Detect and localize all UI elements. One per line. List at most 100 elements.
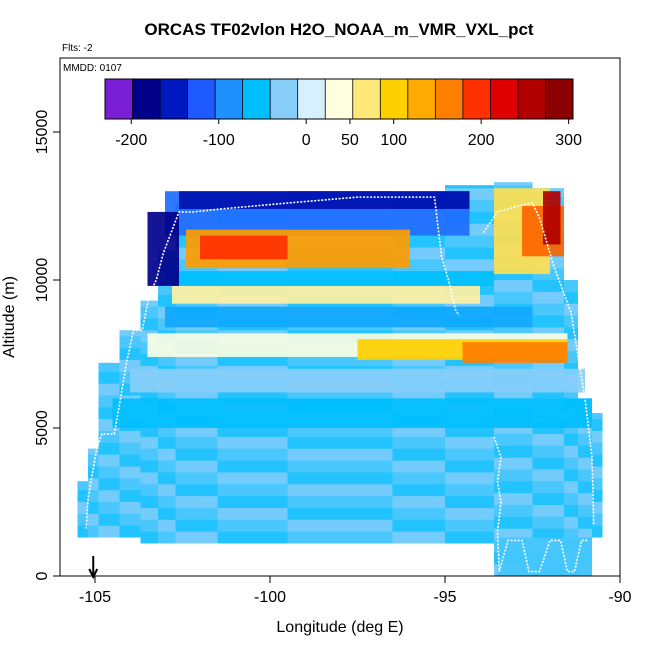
plot-frame (59, 57, 621, 577)
heatmap-cell (564, 291, 578, 304)
heatmap-cell (119, 454, 141, 467)
heatmap-cell (445, 496, 494, 508)
heatmap-cell (564, 339, 578, 352)
heatmap-cell (445, 472, 494, 485)
heatmap-cell (88, 502, 99, 514)
heatmap-cell (175, 519, 218, 532)
flight-track-line (493, 436, 589, 573)
heatmap-cell (532, 469, 564, 482)
heatmap-cell (564, 303, 578, 316)
heatmap-cell (98, 430, 120, 443)
heatmap-cell (578, 493, 592, 505)
heatmap-feature (130, 368, 585, 393)
heatmap-cell (494, 280, 533, 292)
heatmap-cell (564, 433, 578, 446)
heatmap-cell (287, 472, 393, 485)
heatmap-cell (532, 528, 564, 541)
heatmap-feature (462, 342, 568, 363)
heatmap-cell (217, 519, 288, 532)
colorbar-segment (215, 79, 244, 119)
heatmap-cell (287, 354, 393, 366)
heatmap-cell (287, 507, 393, 520)
heatmap-cell (119, 336, 141, 349)
heatmap-cell (494, 516, 533, 529)
heatmap-cell (175, 496, 218, 508)
heatmap-cell (287, 460, 393, 473)
x-tick-label: -95 (433, 589, 456, 606)
heatmap-cell (592, 490, 603, 502)
heatmap-cell (494, 433, 533, 446)
heatmap-cell (494, 481, 533, 494)
heatmap-cell (578, 516, 592, 529)
heatmap-cell (392, 247, 445, 260)
heatmap-cell (158, 496, 176, 508)
heatmap-cell (592, 466, 603, 479)
heatmap-cell (287, 425, 393, 437)
heatmap-cell (494, 493, 533, 505)
flights-note: Flts: -2 (62, 43, 93, 54)
colorbar-segment (435, 79, 464, 119)
heatmap-cell (98, 490, 120, 502)
heatmap-cell (494, 182, 533, 186)
heatmap-cell (392, 425, 445, 437)
heatmap-cell (88, 454, 99, 467)
heatmap-cell (217, 496, 288, 508)
heatmap-cell (217, 354, 288, 366)
heatmap-cell (119, 466, 141, 479)
heatmap-cell (445, 235, 494, 248)
heatmap-cell (158, 282, 176, 295)
heatmap-cell (175, 389, 218, 402)
heatmap-cell (119, 513, 141, 526)
y-tick-label: 15000 (34, 110, 51, 155)
heatmap-cell (98, 454, 120, 467)
heatmap-cell (175, 425, 218, 437)
heatmap-cell (217, 448, 288, 461)
heatmap-cell (392, 484, 445, 497)
heatmap-cell (392, 235, 445, 248)
heatmap-cell (140, 519, 158, 532)
heatmap-cell (98, 442, 120, 455)
colorbar-segment (490, 79, 519, 119)
heatmap-cell (140, 306, 158, 319)
heatmap-cell (532, 291, 564, 304)
heatmap-cell (140, 300, 158, 307)
heatmap-cell (175, 472, 218, 485)
heatmap-cell (445, 507, 494, 520)
colorbar-segment (242, 79, 271, 119)
heatmap-cell (578, 504, 592, 517)
heatmap-cell (175, 354, 218, 366)
colorbar: -200 -100 0 50 100 200 300 (104, 78, 582, 149)
heatmap-cell (175, 436, 218, 449)
heatmap-cell (494, 469, 533, 482)
colorbar-segment (380, 79, 409, 119)
heatmap-cell (532, 315, 564, 328)
heatmap (77, 182, 603, 577)
heatmap-cell (88, 448, 99, 455)
heatmap-cell (217, 472, 288, 485)
colorbar-segment (132, 79, 161, 119)
heatmap-cell (98, 502, 120, 514)
heatmap-cell (98, 513, 120, 526)
heatmap-cell (532, 445, 564, 458)
heatmap-cell (592, 525, 603, 538)
heatmap-cell (217, 389, 288, 402)
heatmap-cell (445, 448, 494, 461)
heatmap-feature (147, 211, 179, 286)
heatmap-cell (592, 513, 603, 526)
flight-track-line (85, 196, 460, 529)
colorbar-segment (297, 79, 326, 119)
heatmap-cell (158, 389, 176, 402)
heatmap-cell (392, 259, 445, 272)
y-axis-title: Altitude (m) (1, 276, 18, 358)
colorbar-segment (160, 79, 189, 119)
heatmap-cell (158, 531, 176, 544)
heatmap-cell (532, 303, 564, 316)
heatmap-cell (77, 502, 88, 514)
colorbar-segment (407, 79, 436, 119)
date-note: MMDD: 0107 (63, 63, 122, 74)
heatmap-cell (564, 457, 578, 470)
heatmap-cell (445, 460, 494, 473)
heatmap-cell (578, 469, 592, 482)
heatmap-cell (445, 519, 494, 532)
